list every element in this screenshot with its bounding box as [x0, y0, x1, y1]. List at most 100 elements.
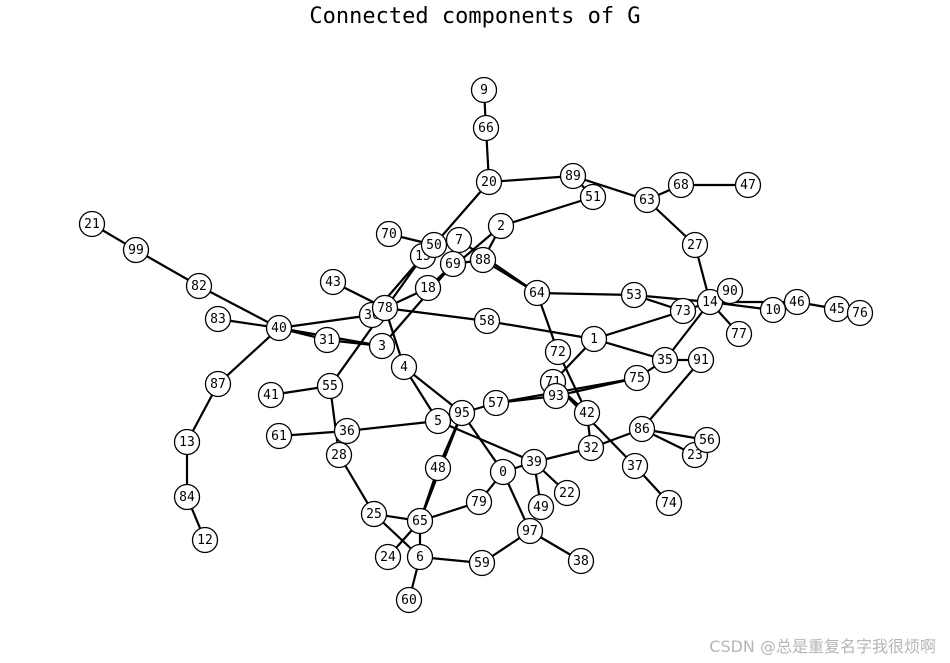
- edge-30-40: [278, 313, 373, 330]
- node-39: 39: [520, 448, 548, 476]
- node-circle: [487, 212, 515, 240]
- node-label: 7: [455, 233, 463, 248]
- node-4: 4: [390, 353, 418, 381]
- node-2: 2: [487, 212, 515, 240]
- node-circle: [406, 507, 434, 535]
- node-label: 2: [497, 219, 505, 234]
- node-circle: [465, 488, 493, 516]
- node-38: 38: [567, 547, 595, 575]
- node-label: 88: [475, 253, 491, 268]
- node-label: 46: [789, 295, 805, 310]
- node-label: 97: [522, 524, 538, 539]
- node-label: 28: [331, 448, 347, 463]
- node-circle: [580, 325, 608, 353]
- node-circle: [468, 549, 496, 577]
- node-3: 3: [368, 332, 396, 360]
- node-label: 24: [380, 550, 396, 565]
- node-circle: [122, 236, 150, 264]
- node-61: 61: [265, 422, 293, 450]
- watermark: CSDN @总是重复名字我很烦啊: [709, 637, 936, 656]
- node-label: 13: [179, 435, 195, 450]
- node-circle: [783, 288, 811, 316]
- node-circle: [523, 279, 551, 307]
- node-circle: [577, 434, 605, 462]
- node-label: 83: [210, 312, 226, 327]
- node-89: 89: [559, 162, 587, 190]
- node-circle: [734, 171, 762, 199]
- node-circle: [185, 272, 213, 300]
- node-circle: [406, 543, 434, 571]
- edge-93-75: [555, 376, 638, 398]
- node-56: 56: [693, 426, 721, 454]
- node-label: 75: [629, 371, 645, 386]
- node-42: 42: [573, 399, 601, 427]
- node-label: 22: [559, 486, 575, 501]
- node-circle: [655, 489, 683, 517]
- node-circle: [257, 381, 285, 409]
- node-86: 86: [628, 415, 656, 443]
- node-label: 36: [339, 424, 355, 439]
- node-label: 84: [179, 490, 195, 505]
- node-circle: [696, 288, 724, 316]
- node-label: 49: [533, 500, 549, 515]
- node-circle: [516, 517, 544, 545]
- node-label: 59: [474, 556, 490, 571]
- node-label: 25: [366, 507, 382, 522]
- node-77: 77: [725, 320, 753, 348]
- node-label: 41: [263, 388, 279, 403]
- node-circle: [78, 210, 106, 238]
- node-circle: [374, 543, 402, 571]
- node-36: 36: [333, 417, 361, 445]
- node-43: 43: [319, 268, 347, 296]
- node-circle: [472, 114, 500, 142]
- node-circle: [439, 250, 467, 278]
- node-circle: [390, 353, 418, 381]
- node-label: 93: [548, 389, 564, 404]
- node-circle: [173, 428, 201, 456]
- node-10: 10: [759, 296, 787, 324]
- node-label: 90: [722, 284, 738, 299]
- node-25: 25: [360, 500, 388, 528]
- node-circle: [716, 277, 744, 305]
- node-circle: [669, 297, 697, 325]
- edge-1-58: [486, 319, 595, 341]
- node-64: 64: [523, 279, 551, 307]
- node-label: 82: [191, 279, 207, 294]
- node-circle: [559, 162, 587, 190]
- node-label: 87: [210, 377, 226, 392]
- node-circle: [395, 586, 423, 614]
- node-28: 28: [325, 441, 353, 469]
- node-21: 21: [78, 210, 106, 238]
- node-circle: [687, 346, 715, 374]
- node-91: 91: [687, 346, 715, 374]
- edge-51-2: [500, 195, 594, 228]
- node-label: 70: [381, 227, 397, 242]
- node-label: 37: [627, 459, 643, 474]
- node-68: 68: [667, 171, 695, 199]
- node-circle: [325, 441, 353, 469]
- node-12: 12: [191, 526, 219, 554]
- node-label: 55: [322, 379, 338, 394]
- node-label: 61: [271, 429, 287, 444]
- node-label: 64: [529, 286, 545, 301]
- node-9: 9: [470, 76, 498, 104]
- node-0: 0: [489, 458, 517, 486]
- node-label: 27: [687, 238, 703, 253]
- edge-40-87: [217, 327, 280, 385]
- node-label: 58: [479, 314, 495, 329]
- node-circle: [693, 426, 721, 454]
- node-circle: [265, 314, 293, 342]
- node-label: 77: [731, 327, 747, 342]
- node-51: 51: [579, 183, 607, 211]
- node-circle: [527, 493, 555, 521]
- node-circle: [313, 326, 341, 354]
- node-circle: [204, 305, 232, 333]
- node-circle: [375, 220, 403, 248]
- node-circle: [633, 186, 661, 214]
- node-label: 50: [426, 238, 442, 253]
- edge-64-53: [536, 291, 635, 297]
- node-50: 50: [420, 231, 448, 259]
- node-label: 20: [481, 175, 497, 190]
- edge-73-1: [593, 309, 684, 341]
- node-label: 5: [434, 414, 442, 429]
